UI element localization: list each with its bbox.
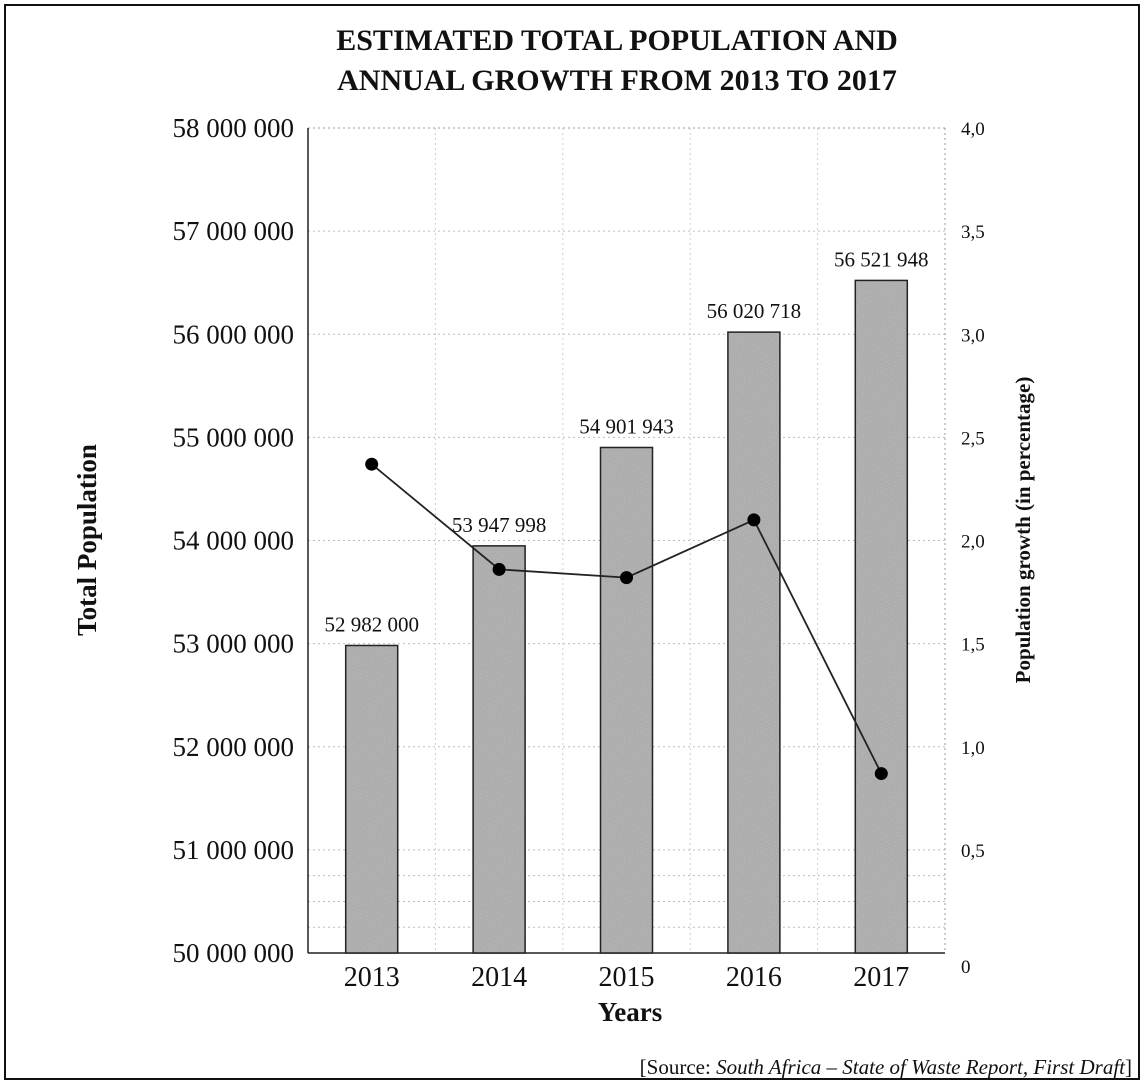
growth-point-2016 [747,513,761,527]
x-tick-label: 2014 [471,962,527,993]
y-tick-label: 55 000 000 [173,422,295,452]
y-tick-label: 58 000 000 [173,113,295,143]
chart-title-line-1: ESTIMATED TOTAL POPULATION AND [336,24,898,57]
chart-title-line-2: ANNUAL GROWTH FROM 2013 TO 2017 [337,64,897,97]
chart-frame [4,4,1140,1080]
bar-2013 [344,644,399,954]
right-y-tick-label: 0,5 [961,841,985,862]
y-tick-label: 51 000 000 [173,835,295,865]
right-y-tick-label: 2,0 [961,532,985,553]
source-title: South Africa – State of Waste Report, Fi… [716,1055,1126,1079]
x-tick-label: 2015 [599,962,655,993]
bar-data-label: 56 521 948 [834,247,929,271]
bar-data-label: 53 947 998 [452,513,547,537]
bar-2014 [472,545,526,954]
x-tick-label: 2013 [344,962,400,993]
right-y-tick-label: 3,5 [961,222,985,243]
plot-area: 50 000 000 51 000 000 52 000 000 53 000 000… [173,113,985,993]
bar-2015 [599,446,654,954]
right-y-axis-title: Population growth (in percentage) [1011,377,1035,684]
right-y-tick-label: 1,0 [961,738,985,759]
growth-point-2014 [492,562,506,576]
x-tick-label: 2017 [853,962,909,993]
growth-point-2017 [874,767,888,781]
y-tick-label: 56 000 000 [173,319,295,349]
source-prefix: [Source: [640,1055,716,1079]
y-tick-label: 54 000 000 [173,526,295,556]
bar-data-label: 54 901 943 [579,414,674,438]
source-note: [Source: South Africa – State of Waste R… [640,1055,1132,1079]
right-y-tick-label: 2,5 [961,428,985,449]
x-axis-title: Years [598,997,662,1027]
bar-data-label: 52 982 000 [324,612,419,636]
source-suffix: ] [1125,1055,1132,1079]
y-axis-title: Total Population [72,444,102,636]
right-y-tick-label: 3,0 [961,325,985,346]
growth-point-2013 [365,457,379,471]
y-tick-label: 52 000 000 [173,732,295,762]
right-y-tick-label: 0 [961,957,971,978]
x-tick-label: 2016 [726,962,782,993]
y-tick-label: 53 000 000 [173,629,295,659]
right-y-tick-label: 1,5 [961,635,985,656]
bar-2017 [854,279,909,954]
right-y-tick-label: 4,0 [961,119,985,140]
y-tick-label: 50 000 000 [173,938,295,968]
y-tick-label: 57 000 000 [173,216,295,246]
bar-data-label: 56 020 718 [707,299,802,323]
growth-point-2015 [620,571,633,585]
bar-2016 [727,331,781,954]
